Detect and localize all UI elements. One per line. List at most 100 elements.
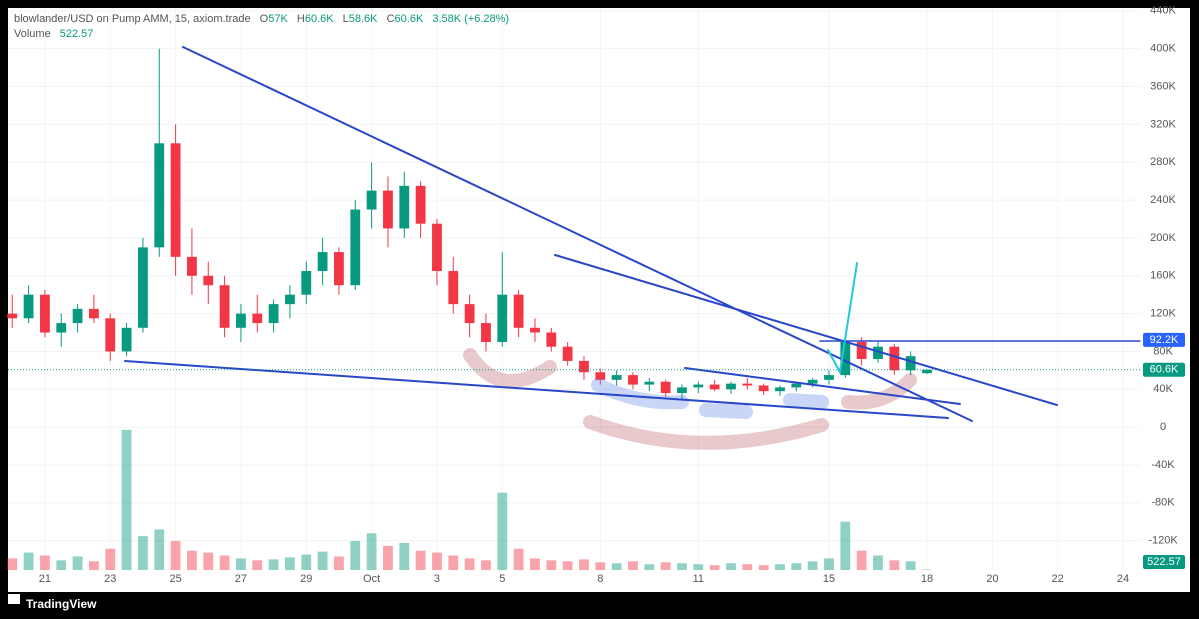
x-tick-label: 3 (434, 573, 440, 585)
volume-bar (709, 565, 720, 570)
trend-line (554, 254, 1058, 406)
volume-bar (611, 563, 622, 570)
candle-body (187, 256, 197, 276)
drawings (124, 46, 1141, 450)
candle-body (693, 384, 704, 388)
y-tick-label: 80K (1153, 345, 1173, 357)
volume-bar (154, 529, 165, 570)
volume-bar (7, 558, 18, 570)
x-tick-label: 15 (823, 573, 835, 585)
candle-body (301, 271, 312, 295)
volume-bar (579, 559, 589, 570)
legend-row: Volume 522.57 (14, 27, 509, 42)
volume-bar (268, 559, 279, 570)
candle-body (742, 383, 753, 386)
volume-bar (481, 560, 491, 570)
candle-body (562, 346, 573, 361)
panel (8, 8, 1190, 592)
candle-body (383, 190, 393, 229)
volume-bar (856, 550, 867, 570)
price-label: 60.6K (1150, 364, 1179, 376)
y-tick-label: 280K (1150, 156, 1176, 168)
volume-bar (138, 536, 148, 570)
ohlc-key: O (259, 13, 269, 25)
candle-body (72, 308, 83, 324)
volume-bar (660, 562, 671, 570)
candle-layer (7, 48, 932, 399)
volume-bar (497, 492, 508, 570)
price-label-box (1143, 332, 1185, 347)
brand: TradingView (26, 597, 97, 611)
candle-body (530, 327, 540, 333)
volume-bar (40, 555, 50, 570)
volume-bar (677, 563, 687, 570)
ohlc-key: C (386, 13, 395, 25)
volume-bar (252, 560, 263, 570)
volume-bar (546, 560, 557, 570)
volume-bar (219, 555, 230, 570)
volume-bar (383, 545, 393, 570)
y-tick-label: 200K (1150, 232, 1176, 244)
candle-body (236, 313, 246, 328)
change: 3.58K (+6.28%) (432, 13, 510, 25)
candle-body (268, 304, 279, 324)
price-label: 92.2K (1150, 334, 1179, 346)
trend-line (124, 360, 949, 419)
volume-bar (824, 558, 834, 570)
projection (827, 262, 858, 376)
candle-body (905, 356, 916, 371)
volume-label-box (1143, 555, 1185, 569)
legend: blowlander/USD on Pump AMM, 15, axiom.tr… (14, 12, 509, 42)
candle-body (170, 143, 181, 257)
candle-body (105, 318, 116, 352)
candle-body (824, 375, 834, 380)
candle-body (317, 252, 328, 272)
candle-body (791, 383, 802, 388)
candle-body (546, 332, 557, 347)
candle-body (628, 375, 638, 385)
candle-body (89, 308, 99, 319)
volume-bar (432, 552, 442, 570)
candle-body (219, 285, 230, 328)
symbol: blowlander/USD on Pump AMM, 15, axiom.tr… (14, 13, 251, 25)
candle-body (56, 323, 67, 333)
candle-body (889, 346, 900, 371)
volume-bar (170, 541, 181, 570)
x-tick-label: 8 (597, 573, 603, 585)
y-tick-label: 400K (1150, 43, 1176, 55)
candle-body (840, 341, 851, 376)
volume-bar (399, 542, 410, 570)
y-tick-label: 320K (1150, 118, 1176, 130)
volume-bar (285, 557, 295, 570)
y-tick-label: 160K (1150, 270, 1176, 282)
y-tick-label: -120K (1148, 535, 1178, 547)
candle-body (856, 341, 867, 360)
y-tick-label: 0 (1160, 421, 1166, 433)
candle-body (252, 313, 263, 324)
volume-bar (89, 561, 99, 570)
ohlc-key: H (296, 13, 305, 25)
x-tick-label: 20 (986, 573, 998, 585)
candle-body (497, 294, 508, 342)
candle-body (138, 247, 148, 328)
x-tick-label: 27 (235, 573, 247, 585)
ohlc-value: 60.6K (304, 13, 334, 25)
legend-row: blowlander/USD on Pump AMM, 15, axiom.tr… (14, 12, 509, 27)
volume-bar (628, 561, 638, 570)
volume-bar (105, 548, 116, 570)
volume-key: Volume (14, 28, 51, 40)
ohlc-value: 58.6K (348, 13, 378, 25)
volume-bar (758, 565, 769, 570)
volume-bar (464, 558, 475, 570)
logo (8, 594, 20, 604)
candle-body (611, 375, 622, 380)
y-tick-label: 120K (1150, 308, 1176, 320)
x-tick-label: 23 (104, 573, 116, 585)
candle-body (579, 360, 589, 373)
volume-bar (922, 569, 932, 570)
highlight (783, 393, 829, 409)
x-tick-label: 21 (39, 573, 51, 585)
volume-bar (72, 556, 83, 570)
candle-body (644, 381, 655, 385)
candle-body (464, 304, 475, 324)
